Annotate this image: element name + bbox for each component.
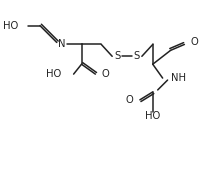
Text: S: S [134,51,140,61]
Text: N: N [58,39,65,49]
Text: S: S [114,51,120,61]
Text: O: O [190,37,198,47]
Text: NH: NH [170,73,186,83]
Text: HO: HO [46,69,62,79]
Text: O: O [125,95,133,105]
Text: O: O [101,69,109,79]
Text: HO: HO [145,111,160,121]
Text: HO: HO [3,21,18,31]
